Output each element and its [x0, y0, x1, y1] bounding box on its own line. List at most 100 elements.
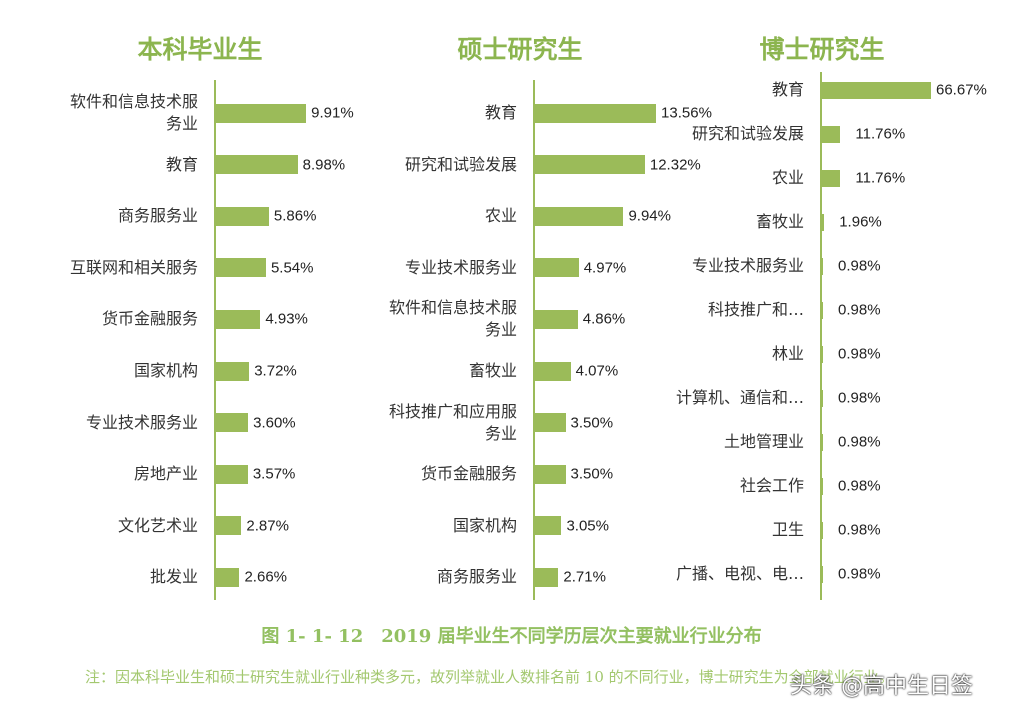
data-label: 3.50%: [570, 465, 614, 483]
data-label: 3.60%: [253, 414, 296, 432]
bar: [534, 464, 566, 484]
bar: [821, 81, 931, 99]
category-label: 教育: [484, 103, 517, 122]
data-label: 0.98%: [838, 389, 881, 407]
data-label: 13.56%: [661, 104, 712, 122]
bar: [215, 567, 240, 587]
figure-note: 注：因本科毕业生和硕士研究生就业行业种类多元，故列举就业人数排名前 10 的不同…: [85, 668, 894, 686]
data-label: 3.72%: [254, 362, 297, 380]
category-label: 教育: [771, 80, 804, 99]
bar: [821, 257, 823, 275]
category-label: 专业技术服务业: [85, 412, 198, 432]
data-label: 0.98%: [838, 301, 881, 319]
data-label: 8.98%: [302, 156, 346, 174]
category-label: 研究和试验发展: [404, 154, 517, 174]
bar: [821, 169, 841, 187]
category-label: 文化艺术业: [117, 515, 198, 535]
data-label: 3.50%: [570, 414, 614, 432]
data-label: 5.54%: [270, 259, 314, 277]
data-label: 4.93%: [265, 310, 308, 328]
category-label: 互联网和相关服务: [69, 257, 198, 277]
category-label: 农业: [771, 168, 804, 187]
bar: [821, 213, 825, 231]
category-label: 社会工作: [739, 476, 804, 495]
data-label: 0.98%: [838, 565, 881, 583]
data-label: 9.94%: [628, 207, 671, 225]
bar: [215, 155, 298, 175]
watermark: 头条 @高中生日签: [790, 674, 973, 699]
data-label: 0.98%: [838, 257, 881, 275]
bar: [821, 389, 823, 407]
bar: [821, 433, 823, 451]
category-label: 批发业: [149, 567, 198, 587]
data-label: 2.71%: [563, 568, 606, 586]
category-label: 软件和信息技术服 务业: [69, 92, 198, 133]
category-label: 商务服务业: [436, 567, 517, 587]
data-label: 2.66%: [244, 568, 288, 586]
data-label: 9.91%: [311, 104, 354, 122]
data-label: 0.98%: [838, 521, 881, 539]
category-axis: [820, 72, 822, 600]
bar: [534, 361, 571, 381]
category-label: 畜牧业: [468, 361, 517, 380]
bar: [215, 361, 250, 381]
bar: [821, 345, 823, 363]
bar: [534, 206, 624, 226]
bar: [215, 309, 261, 329]
category-label: 卫生: [771, 520, 804, 539]
bar: [821, 125, 841, 143]
category-axis: [533, 80, 535, 600]
bar: [215, 516, 242, 536]
bar: [534, 567, 559, 587]
bar: [215, 258, 266, 278]
category-label: 专业技术服务业: [404, 257, 517, 277]
chart-title: 博士研究生: [759, 35, 885, 64]
category-label: 国家机构: [452, 515, 517, 535]
category-label: 农业: [484, 206, 517, 226]
data-label: 12.32%: [649, 156, 701, 174]
bar: [215, 206, 269, 226]
bar: [534, 155, 645, 175]
category-label: 林业: [771, 344, 804, 363]
data-label: 4.07%: [575, 362, 619, 380]
category-label: 软件和信息技术服 务业: [388, 298, 517, 340]
bar: [534, 413, 566, 433]
category-label: 土地管理业: [723, 432, 804, 451]
data-label: 3.05%: [566, 517, 609, 535]
category-label: 计算机、通信和…: [675, 388, 804, 407]
chart-title: 本科毕业生: [137, 35, 263, 64]
category-label: 科技推广和…: [707, 300, 804, 319]
data-label: 0.98%: [838, 345, 881, 363]
data-label: 1.96%: [839, 213, 882, 231]
bar: [821, 301, 823, 319]
figure-caption: 图 1- 1- 12 2019 届毕业生不同学历层次主要就业行业分布: [261, 626, 762, 647]
category-label: 科技推广和应用服 务业: [388, 401, 517, 443]
data-label: 0.98%: [838, 477, 881, 495]
bar: [821, 565, 823, 583]
data-label: 3.57%: [252, 465, 296, 483]
bar: [215, 413, 249, 433]
bar: [534, 516, 562, 536]
data-label: 4.97%: [583, 259, 627, 277]
category-label: 房地产业: [133, 464, 198, 484]
category-label: 货币金融服务: [101, 309, 198, 329]
chart-title: 硕士研究生: [457, 35, 583, 64]
bar: [215, 103, 307, 123]
bar: [821, 521, 823, 539]
data-label: 5.86%: [273, 207, 317, 225]
data-label: 11.76%: [855, 125, 906, 143]
category-label: 国家机构: [133, 361, 198, 380]
data-label: 0.98%: [838, 433, 881, 451]
category-label: 研究和试验发展: [691, 124, 804, 143]
data-label: 66.67%: [936, 81, 987, 99]
bar: [534, 258, 579, 278]
data-label: 11.76%: [855, 169, 906, 187]
category-label: 广播、电视、电…: [675, 564, 804, 583]
category-label: 商务服务业: [117, 206, 198, 226]
bar: [215, 464, 248, 484]
bar: [534, 103, 657, 123]
data-label: 2.87%: [246, 517, 289, 535]
category-label: 货币金融服务: [420, 464, 517, 484]
category-axis: [214, 80, 216, 600]
